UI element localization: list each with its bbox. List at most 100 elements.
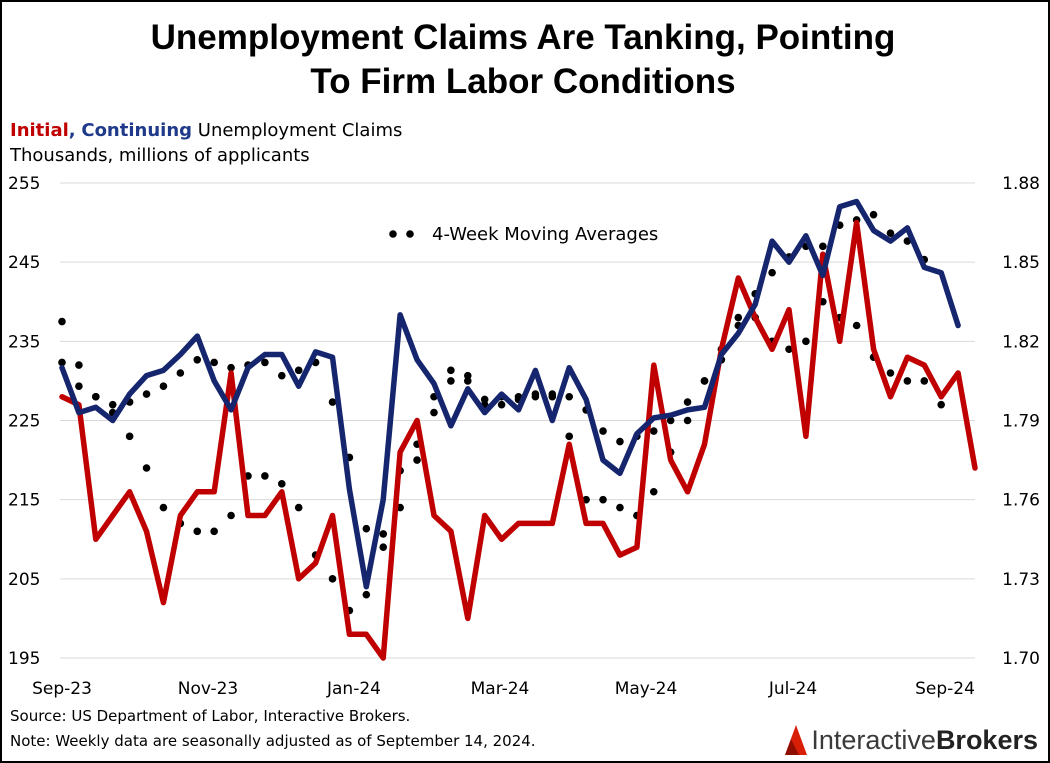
- left-axis-tick: 215: [8, 491, 40, 511]
- moving-average-point: [277, 480, 286, 488]
- moving-average-point: [548, 390, 557, 398]
- moving-average-point: [362, 524, 371, 533]
- moving-average-point: [666, 416, 675, 425]
- x-axis-tick: Nov-23: [178, 679, 239, 699]
- chart-subtitle: Initial, Continuing Unemployment Claims …: [10, 118, 402, 168]
- moving-average-point: [683, 416, 692, 425]
- moving-average-point: [649, 487, 658, 496]
- moving-average-point: [903, 377, 912, 385]
- legend-moving-average: 4-Week Moving Averages: [432, 224, 658, 245]
- left-axis-tick: 225: [8, 412, 40, 432]
- legend-dot: [389, 230, 397, 238]
- moving-average-point: [176, 369, 185, 377]
- moving-average-point: [869, 210, 878, 219]
- moving-average-point: [261, 472, 269, 480]
- moving-average-point: [447, 377, 455, 385]
- moving-average-point: [700, 377, 709, 385]
- moving-average-point: [937, 400, 945, 409]
- moving-average-point: [159, 382, 168, 390]
- logo-mark-icon: [785, 725, 808, 755]
- moving-average-point: [277, 371, 286, 380]
- chart-title-line-1: Unemployment Claims Are Tanking, Pointin…: [150, 18, 896, 57]
- moving-average-point: [92, 392, 100, 401]
- moving-average-point: [294, 503, 303, 512]
- right-axis-tick: 1.79: [1002, 412, 1040, 432]
- moving-average-point: [447, 366, 455, 375]
- moving-average-point: [565, 392, 574, 401]
- moving-average-point: [379, 543, 388, 551]
- footer: Source: US Department of Labor, Interact…: [10, 704, 536, 754]
- gridlines: [60, 182, 975, 659]
- moving-average-point: [294, 366, 303, 375]
- moving-average-point: [920, 377, 929, 385]
- initial-label: Initial: [10, 120, 69, 141]
- moving-average-point: [108, 400, 117, 409]
- moving-average-point: [480, 395, 489, 404]
- left-axis-tick: 235: [8, 332, 40, 352]
- moving-average-point: [142, 390, 151, 398]
- moving-average-point: [430, 408, 438, 417]
- moving-average-point: [413, 456, 421, 464]
- x-axis-tick: Jul-24: [768, 679, 817, 699]
- moving-average-point: [125, 432, 134, 441]
- moving-average-point: [379, 530, 388, 538]
- moving-average-point: [210, 527, 218, 536]
- moving-average-point: [193, 356, 202, 364]
- moving-average-point: [683, 398, 692, 406]
- chart-title: Unemployment Claims Are Tanking, Pointin…: [0, 16, 1046, 104]
- left-axis-ticks: 255 245 235 225 215 205 195: [8, 174, 40, 669]
- moving-average-point: [193, 527, 202, 536]
- series-description: Initial, Continuing Unemployment Claims: [10, 118, 402, 143]
- units-label: Thousands, millions of applicants: [10, 145, 310, 166]
- moving-average-series: [58, 297, 945, 615]
- moving-average-point: [616, 437, 624, 446]
- moving-average-point: [599, 495, 607, 504]
- moving-average-point: [261, 358, 269, 367]
- legend: 4-Week Moving Averages: [389, 224, 658, 245]
- moving-average-point: [599, 427, 607, 435]
- left-axis-tick: 245: [8, 253, 40, 273]
- source-note: Source: US Department of Labor, Interact…: [10, 707, 411, 725]
- moving-average-point: [649, 427, 658, 435]
- x-axis-tick: Sep-24: [915, 679, 975, 699]
- series-layer: [58, 198, 978, 661]
- moving-average-point: [616, 503, 624, 512]
- left-axis-tick: 205: [8, 570, 40, 590]
- moving-average-point: [785, 345, 793, 354]
- data-note: Note: Weekly data are seasonally adjuste…: [10, 732, 536, 750]
- chart-title-line-2: To Firm Labor Conditions: [310, 62, 736, 101]
- initial-claims-line: [59, 219, 978, 661]
- moving-average-point: [58, 358, 66, 367]
- moving-average-point: [463, 377, 472, 385]
- moving-average-point: [565, 432, 574, 441]
- claims-label: Unemployment Claims: [197, 120, 403, 141]
- x-axis-tick: Jan-24: [326, 679, 381, 699]
- x-axis-tick: May-24: [615, 679, 678, 699]
- right-axis-ticks: 1.88 1.85 1.82 1.79 1.76 1.73 1.70: [1002, 174, 1040, 669]
- moving-average-point: [227, 511, 235, 520]
- x-axis-tick: Sep-23: [32, 679, 92, 699]
- right-axis-tick: 1.70: [1002, 649, 1040, 669]
- moving-average-point: [362, 590, 371, 599]
- moving-average-point: [886, 229, 895, 237]
- moving-average-point: [768, 268, 776, 277]
- legend-dot: [406, 230, 414, 238]
- moving-average-point: [75, 361, 83, 369]
- moving-average-point: [142, 464, 151, 472]
- left-axis-tick: 195: [8, 649, 40, 669]
- right-axis-tick: 1.88: [1002, 174, 1040, 194]
- moving-average-point: [210, 358, 218, 367]
- moving-average-point: [227, 363, 235, 372]
- moving-average-point: [328, 575, 337, 583]
- x-axis-tick: Mar-24: [471, 679, 530, 699]
- moving-average-point: [819, 242, 827, 251]
- left-axis-tick: 255: [8, 174, 40, 194]
- moving-average-point: [159, 503, 168, 512]
- logo-text-brokers: Brokers: [935, 724, 1038, 755]
- interactive-brokers-logo: Interactive Brokers: [785, 722, 1038, 758]
- right-axis-tick: 1.82: [1002, 332, 1040, 352]
- moving-average-point: [497, 400, 506, 409]
- right-axis-tick: 1.76: [1002, 491, 1040, 511]
